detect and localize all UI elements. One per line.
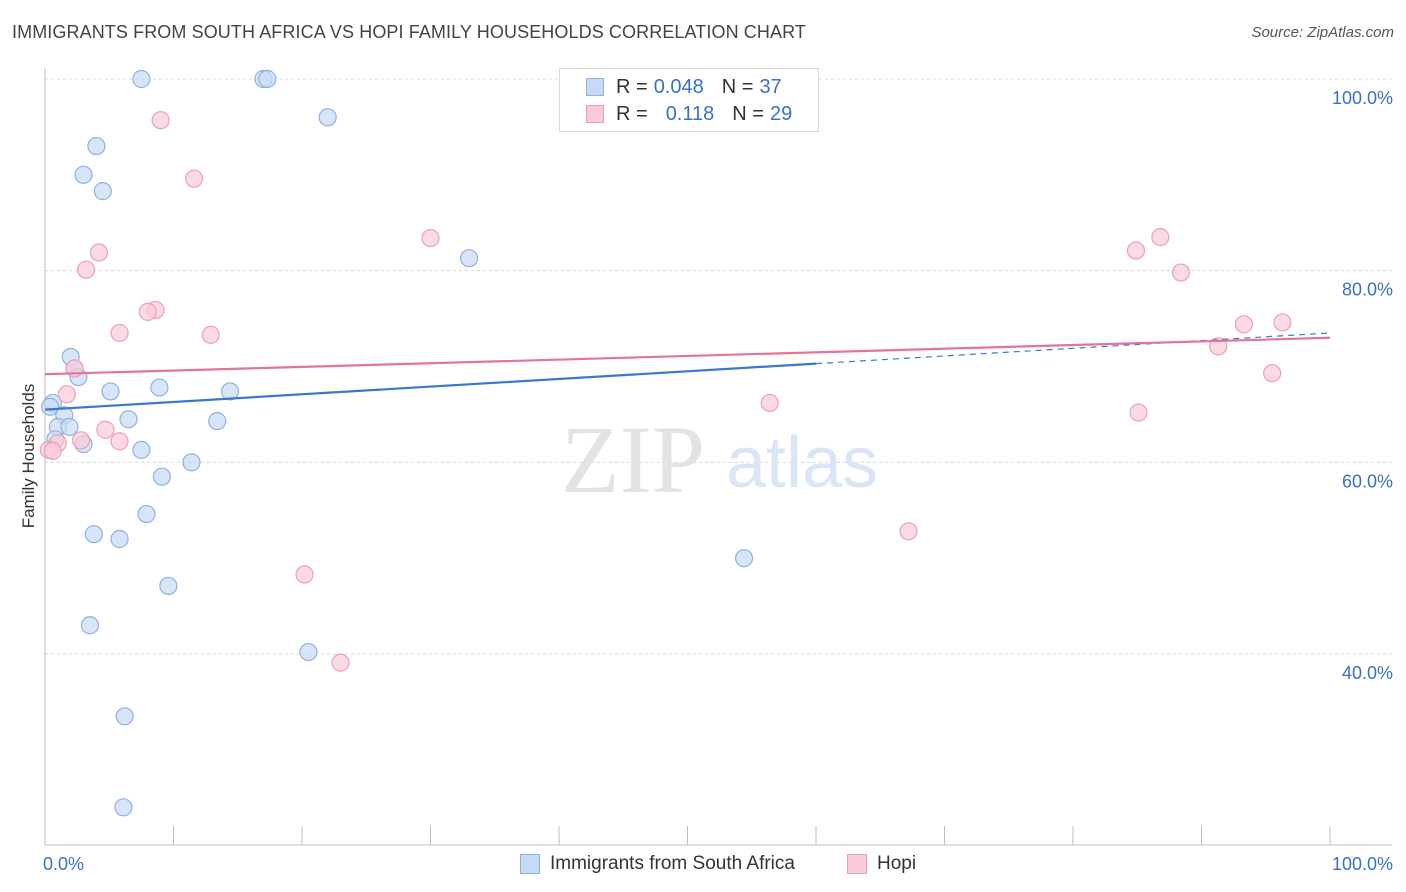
data-point-immigrants bbox=[61, 418, 78, 435]
bottom-legend-label: Hopi bbox=[877, 853, 916, 875]
y-axis-label: Family Households bbox=[19, 384, 39, 529]
data-point-immigrants bbox=[461, 250, 478, 267]
scatter-chart: ZIP atlas 40.0% 60.0% 80.0% 100.0% 0.0% 100.0… bbox=[0, 0, 1406, 892]
correlation-legend: R = 0.048 N = 37 R = 0.118 N = 29 bbox=[559, 68, 819, 132]
data-point-hopi bbox=[58, 386, 75, 403]
data-point-hopi bbox=[1264, 365, 1281, 382]
data-point-hopi bbox=[72, 432, 89, 449]
data-point-immigrants bbox=[209, 413, 226, 430]
trend-lines bbox=[45, 333, 1330, 410]
legend-swatch-pink bbox=[586, 105, 604, 123]
data-point-immigrants bbox=[115, 799, 132, 816]
watermark: ZIP atlas bbox=[561, 406, 878, 513]
legend-n-label: N = bbox=[722, 76, 754, 99]
watermark-atlas: atlas bbox=[726, 423, 878, 503]
data-point-hopi bbox=[1152, 229, 1169, 246]
data-point-hopi bbox=[111, 324, 128, 341]
data-point-immigrants bbox=[81, 617, 98, 634]
data-point-hopi bbox=[139, 303, 156, 320]
data-point-immigrants bbox=[153, 468, 170, 485]
legend-row-hopi: R = 0.118 N = 29 bbox=[586, 102, 792, 126]
grid-lines bbox=[45, 79, 1392, 654]
legend-swatch-blue bbox=[586, 78, 604, 96]
data-point-immigrants bbox=[133, 71, 150, 88]
data-point-immigrants bbox=[111, 531, 128, 548]
data-point-hopi bbox=[1274, 314, 1291, 331]
data-point-hopi bbox=[97, 421, 114, 438]
trend-line-immigrants-extension bbox=[816, 333, 1330, 364]
data-point-hopi bbox=[1130, 404, 1147, 421]
data-point-immigrants bbox=[88, 138, 105, 155]
legend-n-label: N = bbox=[732, 103, 764, 126]
data-point-immigrants bbox=[102, 383, 119, 400]
x-tick-label: 0.0% bbox=[43, 854, 84, 874]
data-point-immigrants bbox=[259, 71, 276, 88]
x-tick-label: 100.0% bbox=[1332, 854, 1393, 874]
trend-line-hopi bbox=[45, 338, 1330, 374]
legend-r-value: 0.048 bbox=[654, 76, 704, 99]
y-tick-label: 80.0% bbox=[1342, 280, 1393, 300]
data-point-hopi bbox=[90, 244, 107, 261]
y-tick-label: 60.0% bbox=[1342, 471, 1393, 491]
bottom-legend-hopi: Hopi bbox=[847, 852, 916, 876]
data-point-immigrants bbox=[319, 109, 336, 126]
tick-labels: 40.0% 60.0% 80.0% 100.0% 0.0% 100.0% bbox=[43, 88, 1393, 874]
bottom-legend-immigrants: Immigrants from South Africa bbox=[520, 852, 795, 876]
data-point-hopi bbox=[1172, 264, 1189, 281]
data-point-hopi bbox=[111, 433, 128, 450]
bottom-legend-swatch-pink bbox=[847, 854, 867, 874]
data-point-hopi bbox=[1235, 316, 1252, 333]
data-point-immigrants bbox=[85, 526, 102, 543]
legend-r-label: R = bbox=[616, 103, 648, 126]
data-point-hopi bbox=[761, 394, 778, 411]
y-tick-label: 40.0% bbox=[1342, 663, 1393, 683]
watermark-zip: ZIP bbox=[561, 406, 705, 513]
data-point-immigrants bbox=[138, 506, 155, 523]
bottom-legend-swatch-blue bbox=[520, 854, 540, 874]
data-point-hopi bbox=[186, 170, 203, 187]
data-point-immigrants bbox=[120, 411, 137, 428]
data-point-hopi bbox=[422, 230, 439, 247]
data-point-hopi bbox=[202, 326, 219, 343]
data-point-hopi bbox=[152, 112, 169, 129]
data-point-immigrants bbox=[183, 454, 200, 471]
data-point-immigrants bbox=[116, 708, 133, 725]
bottom-legend-label: Immigrants from South Africa bbox=[550, 853, 795, 875]
data-point-hopi bbox=[332, 654, 349, 671]
data-point-hopi bbox=[44, 442, 61, 459]
data-point-hopi bbox=[78, 261, 95, 278]
legend-n-value: 37 bbox=[759, 76, 781, 99]
data-point-immigrants bbox=[94, 183, 111, 200]
data-point-immigrants bbox=[151, 379, 168, 396]
y-tick-label: 100.0% bbox=[1332, 88, 1393, 108]
axes bbox=[45, 68, 1392, 845]
data-point-hopi bbox=[296, 566, 313, 583]
data-point-hopi bbox=[900, 523, 917, 540]
data-point-immigrants bbox=[133, 441, 150, 458]
data-point-immigrants bbox=[160, 577, 177, 594]
legend-r-label: R = bbox=[616, 76, 648, 99]
data-point-immigrants bbox=[75, 166, 92, 183]
data-point-immigrants bbox=[736, 550, 753, 567]
legend-r-value: 0.118 bbox=[666, 103, 715, 126]
legend-row-immigrants: R = 0.048 N = 37 bbox=[586, 75, 782, 99]
data-point-hopi bbox=[1127, 242, 1144, 259]
legend-n-value: 29 bbox=[770, 103, 792, 126]
data-point-immigrants bbox=[300, 644, 317, 661]
